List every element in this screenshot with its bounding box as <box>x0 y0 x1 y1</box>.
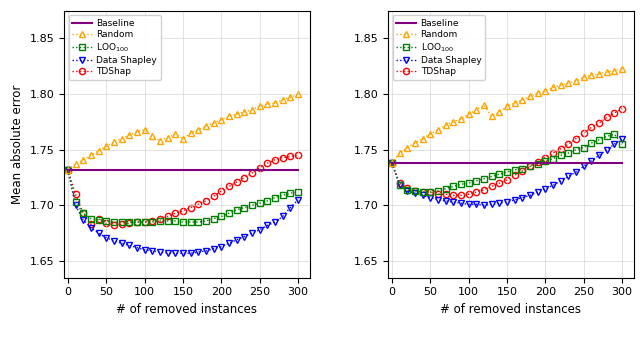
X-axis label: # of removed instances: # of removed instances <box>440 303 581 316</box>
Legend: Baseline, Random, LOO$_{100}$, Data Shapley, TDShap: Baseline, Random, LOO$_{100}$, Data Shap… <box>392 15 485 80</box>
Y-axis label: Mean absolute error: Mean absolute error <box>11 84 24 204</box>
Legend: Baseline, Random, LOO$_{100}$, Data Shapley, TDShap: Baseline, Random, LOO$_{100}$, Data Shap… <box>68 15 161 80</box>
X-axis label: # of removed instances: # of removed instances <box>116 303 257 316</box>
